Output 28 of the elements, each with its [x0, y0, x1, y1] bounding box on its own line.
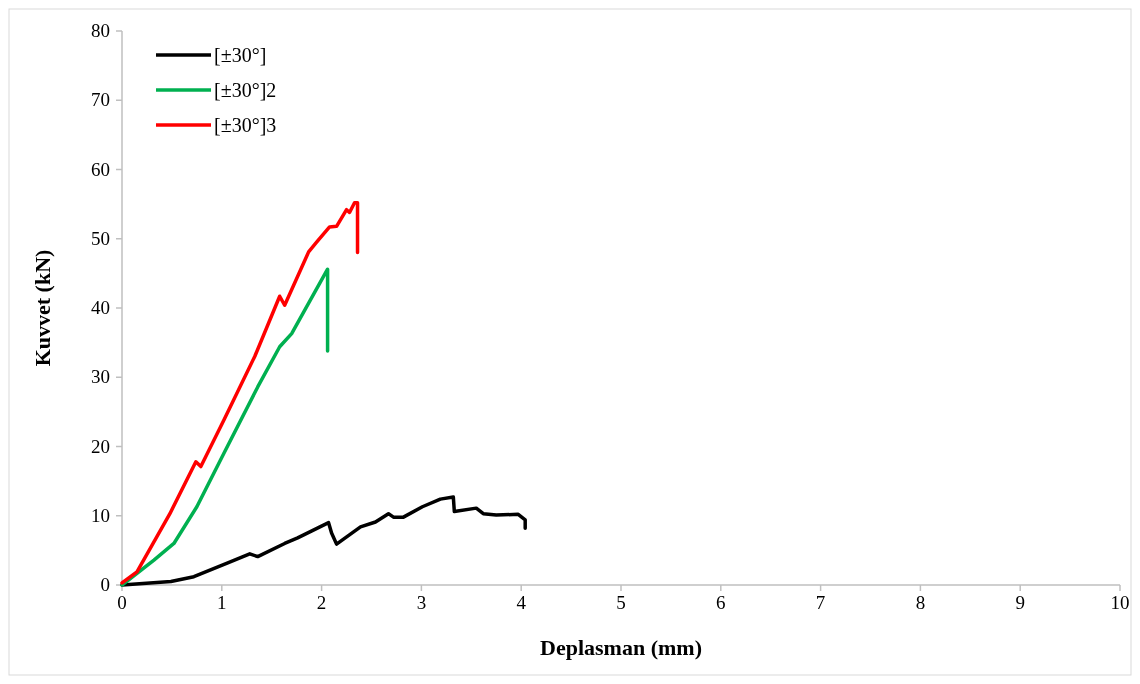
legend-label: [±30°]3: [214, 114, 277, 136]
x-tick-label: 3: [416, 592, 427, 613]
x-axis-title: Deplasman (mm): [540, 635, 702, 660]
x-tick-label: 9: [1015, 592, 1025, 613]
y-axis-title: Kuvvet (kN): [30, 249, 55, 367]
y-tick-label: 70: [91, 89, 110, 111]
x-tick-label: 2: [316, 592, 327, 613]
y-tick-label: 40: [91, 297, 110, 318]
x-tick-label: 0: [117, 592, 127, 613]
line-series: [120, 200, 360, 585]
x-tick-label: 4: [516, 592, 527, 613]
x-tick-label: 7: [815, 592, 826, 613]
line-series: [120, 495, 527, 587]
legend-label: [±30°]2: [214, 79, 277, 101]
x-tick-label: 8: [915, 592, 926, 613]
y-tick-label: 60: [91, 158, 110, 180]
y-tick-label: 0: [100, 574, 110, 595]
x-tick-label: 1: [217, 592, 227, 613]
y-tick-label: 20: [91, 435, 110, 457]
x-tick-label: 10: [1110, 592, 1130, 613]
x-tick-label: 5: [616, 592, 626, 613]
x-tick-label: 6: [716, 592, 726, 613]
y-tick-label: 30: [91, 366, 110, 388]
y-tick-label: 80: [91, 20, 110, 41]
line-series: [120, 267, 330, 587]
y-tick-label: 10: [91, 504, 110, 526]
legend-label: [±30°]: [214, 44, 267, 66]
y-tick-label: 50: [91, 227, 110, 249]
